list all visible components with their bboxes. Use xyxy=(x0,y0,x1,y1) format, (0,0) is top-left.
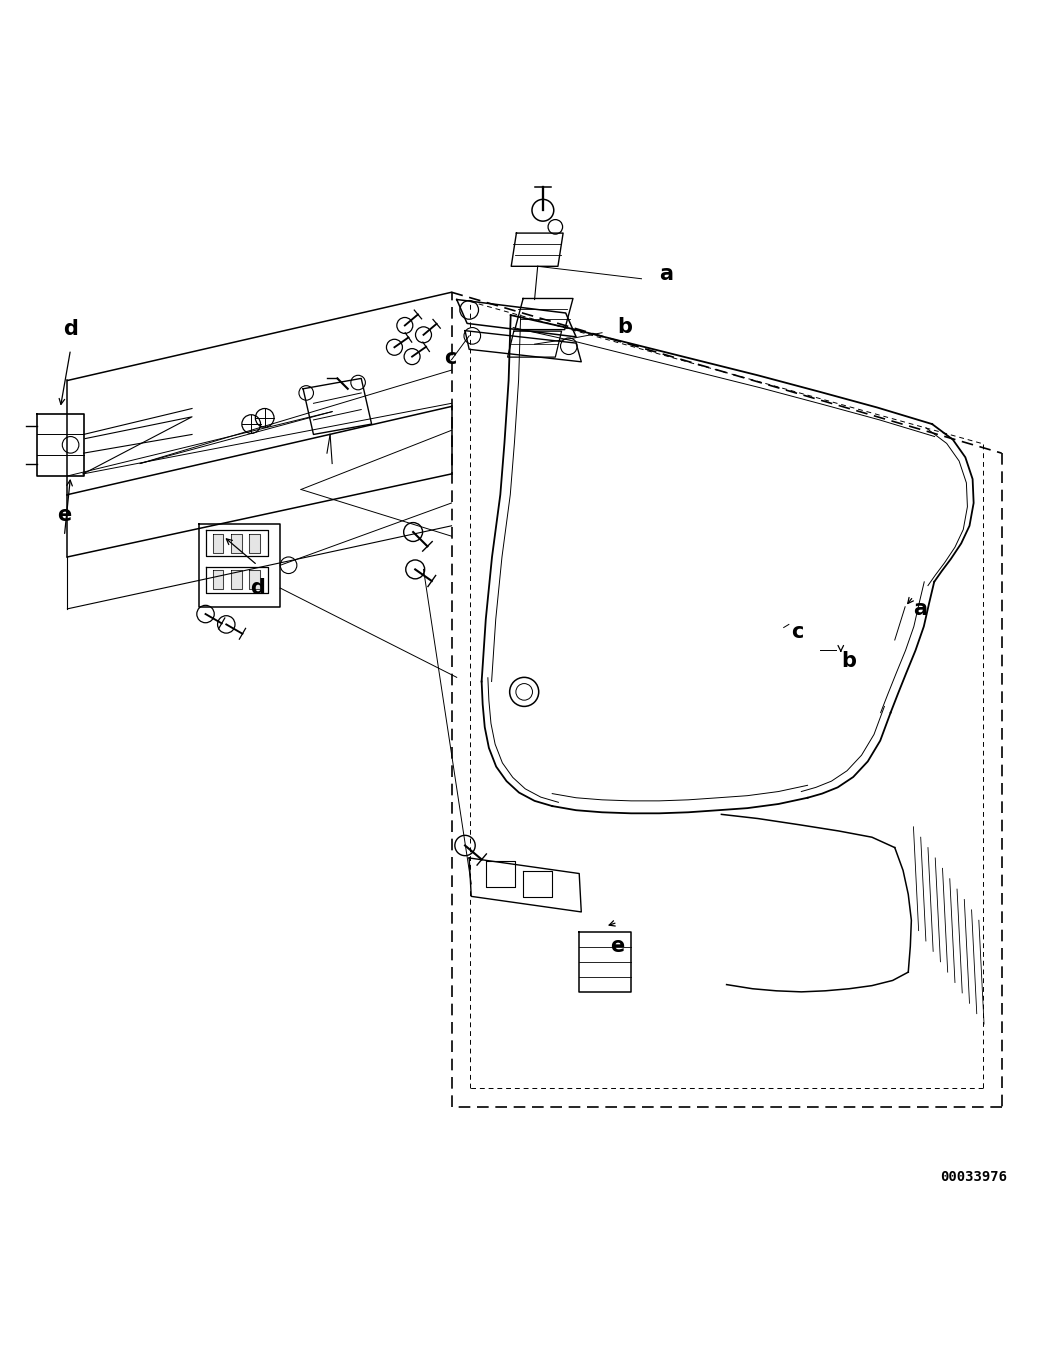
Text: a: a xyxy=(913,598,927,619)
Text: b: b xyxy=(618,316,632,337)
Polygon shape xyxy=(213,534,223,553)
Text: e: e xyxy=(57,506,72,525)
Text: d: d xyxy=(250,578,265,598)
Text: d: d xyxy=(63,319,78,338)
Text: c: c xyxy=(444,348,457,368)
Polygon shape xyxy=(213,571,223,589)
Text: a: a xyxy=(659,264,673,284)
Text: e: e xyxy=(610,936,625,955)
Text: 00033976: 00033976 xyxy=(939,1169,1007,1184)
Text: c: c xyxy=(791,622,803,642)
Text: b: b xyxy=(841,650,855,671)
Polygon shape xyxy=(231,571,242,589)
Polygon shape xyxy=(249,534,260,553)
Polygon shape xyxy=(249,571,260,589)
Polygon shape xyxy=(231,534,242,553)
